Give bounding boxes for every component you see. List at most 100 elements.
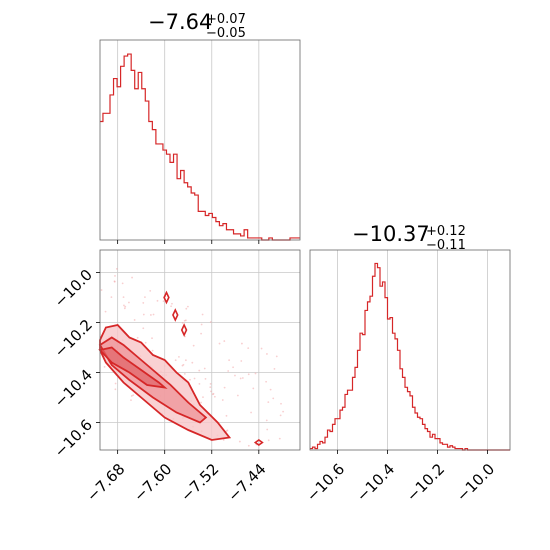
bottom-left-scatter-point	[234, 374, 236, 377]
bottom-left-scatter-point	[144, 341, 147, 344]
bottom-left-scatter-point	[149, 314, 152, 316]
bottom-left-scatter-point	[222, 439, 225, 441]
bottom-left-scatter-point	[223, 386, 226, 389]
bottom-left-scatter-point	[181, 364, 184, 367]
top-left-title-plus: +0.07	[206, 12, 246, 27]
bottom-left-scatter-point	[133, 319, 136, 321]
bottom-left-scatter-point	[204, 377, 207, 380]
bottom-left-scatter-point	[200, 323, 203, 326]
bottom-left-scatter-point	[191, 361, 194, 364]
bottom-right-xtick-label-0: −10.6	[303, 460, 348, 505]
bottom-left-scatter-point	[247, 347, 250, 350]
bottom-left-contour-outlier-3	[253, 439, 264, 446]
bottom-left-scatter-point	[272, 397, 275, 400]
bottom-left-scatter-point	[192, 344, 195, 347]
bottom-left-scatter-point	[142, 302, 145, 304]
bottom-left-ytick-label-0: −10.0	[51, 266, 96, 311]
bottom-left-scatter-point	[128, 301, 130, 304]
bottom-left-ytick-label-3: −10.6	[51, 416, 96, 461]
bottom-left-scatter-point	[265, 419, 268, 422]
bottom-left-contour-outlier-0	[163, 290, 170, 305]
top-left-frame	[99, 39, 301, 241]
bottom-left-scatter-point	[266, 353, 268, 355]
bottom-left-scatter-point	[113, 280, 116, 283]
bottom-left-scatter-point	[198, 382, 201, 385]
bottom-left-scatter-point	[267, 401, 270, 404]
bottom-left-scatter-point	[115, 267, 118, 270]
bottom-left-scatter-point	[265, 380, 268, 383]
bottom-left-scatter-point	[184, 335, 186, 338]
bottom-left-scatter-point	[236, 394, 239, 397]
bottom-left-scatter-point	[100, 289, 103, 291]
bottom-left-ytick-label-1: −10.2	[51, 316, 96, 361]
bottom-left-scatter-point	[124, 305, 127, 308]
bottom-left-scatter-point	[238, 440, 241, 443]
bottom-left-scatter-point	[225, 414, 228, 417]
bottom-left-scatter-point	[275, 355, 278, 358]
bottom-left-scatter-point	[280, 402, 282, 405]
bottom-left-scatter-point	[247, 444, 250, 447]
bottom-left-scatter-point	[110, 296, 113, 299]
bottom-left-scatter-point	[210, 390, 212, 393]
bottom-left-scatter-point	[183, 319, 186, 322]
bottom-left-scatter-point	[201, 313, 204, 316]
bottom-left-scatter-point	[240, 360, 243, 362]
bottom-left-scatter-point	[213, 395, 216, 398]
bottom-left-scatter-point	[241, 377, 244, 379]
bottom-left-scatter-point	[239, 377, 242, 380]
bottom-left-scatter-point	[232, 366, 234, 369]
bottom-left-scatter-point	[114, 388, 117, 391]
bottom-left-scatter-point	[223, 340, 226, 342]
bottom-left-scatter-point	[228, 359, 231, 362]
bottom-left-scatter-point	[226, 429, 229, 432]
bottom-left-scatter-point	[174, 359, 177, 362]
bottom-left-scatter-point	[114, 382, 117, 385]
bottom-left-scatter-point	[123, 304, 125, 307]
bottom-left-scatter-point	[209, 321, 212, 323]
bottom-left-contour-panel: −7.68 −7.60 −7.52 −7.44 −10.0 −10.2 −10.4 −10.6	[51, 249, 301, 505]
bottom-right-histogram-panel: −10.6 −10.4 −10.2 −10.0	[303, 249, 511, 505]
bottom-left-scatter-point	[136, 336, 139, 339]
bottom-left-scatter-point	[132, 394, 135, 397]
bottom-right-histogram-line	[310, 262, 510, 451]
bottom-right-frame	[309, 249, 511, 451]
bottom-left-scatter-point	[279, 414, 282, 417]
bottom-left-frame	[99, 249, 301, 451]
bottom-left-scatter-point	[186, 305, 189, 308]
bottom-left-scatter-point	[200, 332, 203, 335]
bottom-left-scatter-point	[130, 399, 132, 401]
bottom-left-scatter-point	[250, 411, 252, 414]
bottom-left-scatter-point	[241, 342, 243, 345]
bottom-left-scatter-point	[114, 275, 116, 277]
bottom-left-scatter-point	[104, 310, 107, 313]
bottom-left-scatter-point	[142, 313, 145, 316]
bottom-left-scatter-point	[103, 365, 106, 368]
bottom-left-xtick-label-3: −7.44	[224, 460, 269, 505]
bottom-left-contour-outlier-2	[180, 323, 188, 337]
bottom-left-scatter-point	[218, 342, 221, 345]
bottom-left-scatter-point	[266, 428, 269, 431]
bottom-left-scatter-point	[142, 327, 145, 330]
bottom-left-scatter-point	[184, 359, 187, 362]
bottom-left-scatter-point	[209, 382, 212, 385]
bottom-left-scatter-point	[149, 289, 152, 292]
bottom-left-scatter-point	[181, 321, 184, 324]
bottom-left-scatter-point	[121, 282, 124, 285]
bottom-left-scatter-point	[123, 307, 126, 310]
top-left-histogram-panel	[99, 39, 301, 244]
bottom-right-xtick-label-1: −10.4	[353, 460, 398, 505]
bottom-left-scatter-point	[183, 373, 186, 375]
bottom-right-title-minus: −0.11	[426, 238, 466, 253]
bottom-left-xtick-label-0: −7.68	[83, 460, 128, 505]
bottom-left-contour-inner	[98, 346, 168, 389]
bottom-left-scatter-point	[151, 349, 154, 352]
bottom-left-scatter-point	[211, 393, 214, 396]
bottom-left-scatter-point	[221, 399, 224, 401]
bottom-left-scatter-point	[260, 347, 263, 350]
bottom-left-xtick-label-1: −7.60	[130, 460, 175, 505]
bottom-left-contour-outlier-1	[172, 308, 179, 322]
bottom-right-xtick-label-3: −10.0	[453, 460, 498, 505]
bottom-left-scatter-point	[151, 337, 153, 340]
bottom-left-scatter-point	[269, 388, 272, 391]
